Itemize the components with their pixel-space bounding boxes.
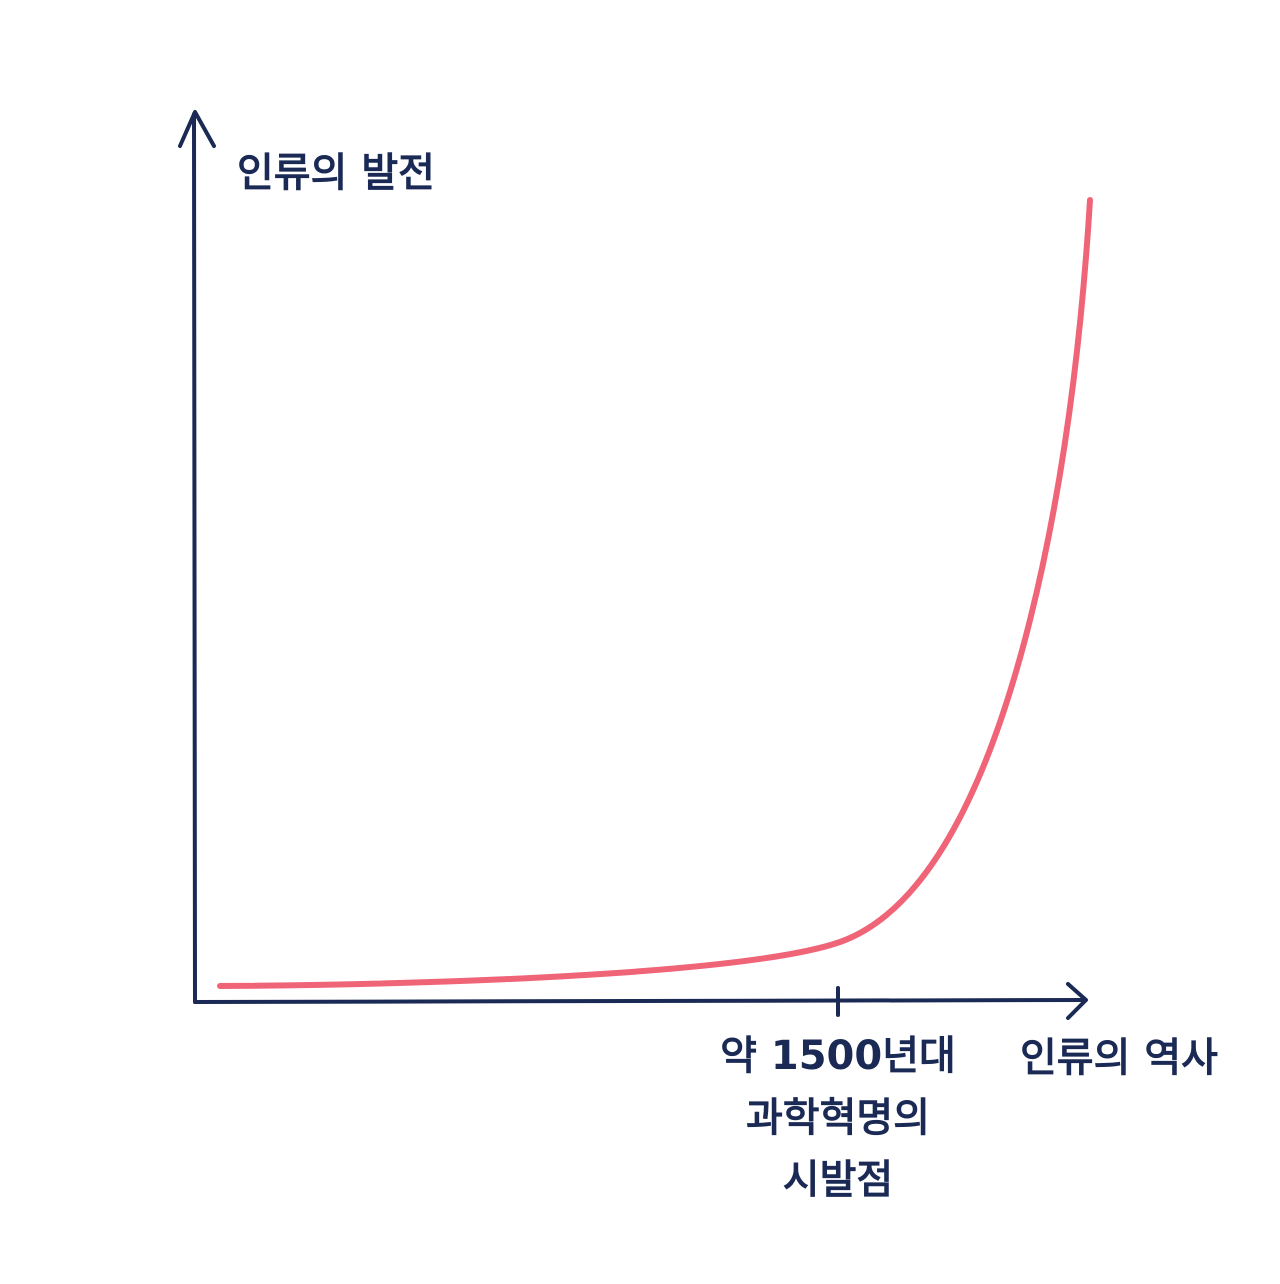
annotation-line: 약 1500년대 xyxy=(720,1033,956,1079)
annotation-line: 시발점 xyxy=(783,1157,893,1203)
axes xyxy=(178,110,1088,1020)
y-axis-label: 인류의 발전 xyxy=(237,150,435,196)
x-axis xyxy=(193,998,1086,1004)
annotation-line: 과학혁명의 xyxy=(746,1095,930,1141)
x-axis-arrow xyxy=(1066,982,1088,1020)
y-axis-arrow xyxy=(178,110,216,148)
y-axis xyxy=(192,112,197,1004)
growth-curve xyxy=(217,197,1093,989)
x-axis-label: 인류의 역사 xyxy=(1020,1035,1218,1081)
